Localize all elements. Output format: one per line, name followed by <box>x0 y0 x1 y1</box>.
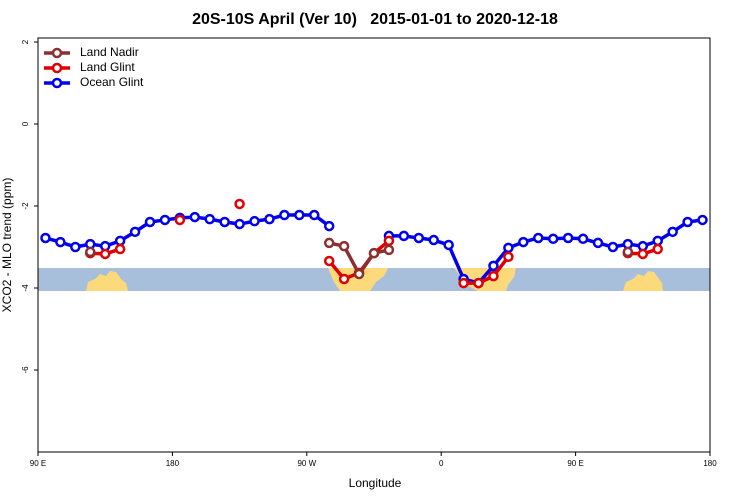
data-point <box>383 235 395 247</box>
data-point <box>398 230 410 242</box>
legend-label: Land Nadir <box>80 45 139 59</box>
data-point <box>114 243 126 255</box>
data-point <box>607 241 619 253</box>
data-point <box>294 209 305 221</box>
chart-title: 20S-10S April (Ver 10) 2015-01-01 to 202… <box>192 11 558 28</box>
data-point <box>652 235 663 247</box>
x-tick-label: 180 <box>703 459 717 468</box>
y-tick-label: -6 <box>21 366 30 374</box>
data-point <box>114 235 126 247</box>
data-point <box>234 198 245 210</box>
data-point <box>309 209 320 221</box>
y-tick-label: 0 <box>21 121 30 126</box>
y-tick-label: -2 <box>21 202 30 210</box>
x-tick-label: 90 W <box>297 459 316 468</box>
data-point <box>338 240 350 252</box>
data-point <box>99 248 111 260</box>
data-point <box>682 216 693 228</box>
data-point <box>428 234 439 246</box>
data-point <box>473 277 484 289</box>
data-point <box>547 233 559 245</box>
data-point <box>40 232 51 244</box>
plot-frame <box>37 37 711 453</box>
data-point <box>368 247 380 259</box>
data-point <box>562 232 574 244</box>
data-point <box>413 232 425 244</box>
data-point <box>279 209 290 221</box>
data-point <box>503 242 514 254</box>
data-point <box>622 246 634 258</box>
series <box>85 237 634 280</box>
map-strip <box>38 268 710 291</box>
data-point <box>338 273 350 285</box>
y-axis-label: XCO2 - MLO trend (ppm) <box>0 178 14 313</box>
y-tick-label: 2 <box>21 39 30 44</box>
data-point <box>323 220 335 232</box>
land-shape <box>623 271 663 291</box>
data-point <box>55 236 66 248</box>
data-point <box>234 218 245 230</box>
data-point <box>144 216 156 228</box>
data-point <box>637 248 649 260</box>
data-point <box>533 232 544 244</box>
data-point <box>518 236 529 248</box>
data-point <box>204 213 215 225</box>
series <box>40 209 708 289</box>
data-point <box>667 226 678 238</box>
x-tick-label: 90 E <box>30 459 46 468</box>
data-point <box>249 215 260 227</box>
data-point <box>85 246 96 258</box>
data-point <box>323 255 335 267</box>
land-shape <box>328 268 388 291</box>
data-point <box>458 277 469 289</box>
x-tick-label: 0 <box>439 459 444 468</box>
data-point <box>159 214 171 226</box>
x-tick-label: 180 <box>166 459 180 468</box>
data-point <box>264 213 275 225</box>
data-point <box>592 237 604 249</box>
data-point <box>488 260 499 272</box>
data-point <box>503 251 514 263</box>
legend-label: Ocean Glint <box>80 75 144 89</box>
data-point <box>174 214 186 226</box>
legend-label: Land Glint <box>80 60 135 74</box>
data-point <box>129 226 141 238</box>
land-shape <box>86 271 128 291</box>
data-point <box>219 216 230 228</box>
data-point <box>697 214 708 226</box>
data-point <box>189 211 201 223</box>
legend-marker <box>51 77 63 89</box>
data-point <box>353 268 365 280</box>
data-point <box>70 241 81 253</box>
data-point <box>443 239 454 251</box>
data-point <box>383 244 395 256</box>
data-point <box>652 243 663 255</box>
data-point <box>323 237 335 249</box>
legend-marker <box>51 62 63 74</box>
x-axis-label: Longitude <box>349 476 402 490</box>
legend-marker <box>51 47 63 59</box>
x-tick-label: 90 E <box>567 459 583 468</box>
data-point <box>488 270 499 282</box>
y-tick-label: -4 <box>21 284 30 292</box>
data-point <box>577 233 589 245</box>
